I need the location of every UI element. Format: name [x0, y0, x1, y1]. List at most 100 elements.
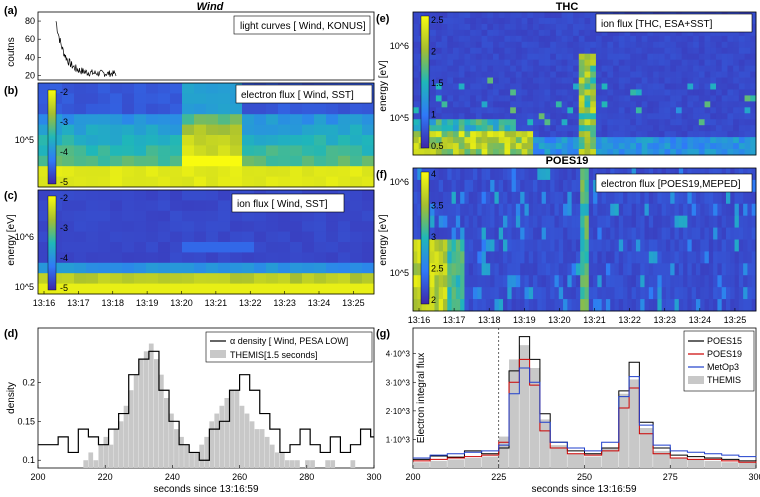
- panel-b-cell: [98, 103, 111, 115]
- panel-f-cell: [451, 251, 457, 264]
- panel-c-cell: [86, 190, 99, 201]
- panel-e-cell: [675, 137, 683, 144]
- panel-e-cell: [567, 107, 574, 114]
- panel-f-cell: [545, 251, 551, 264]
- panel-e-cell: [693, 29, 700, 37]
- panel-f-cell: [558, 179, 564, 193]
- panel-f-cell: [468, 168, 474, 181]
- panel-f-cell: [515, 227, 521, 240]
- panel-e-cell: [727, 137, 734, 144]
- panel-c-cell: [74, 252, 87, 264]
- panel-b-cell: [134, 176, 147, 188]
- panel-b-cell: [326, 145, 339, 157]
- panel-f-cell: [635, 251, 641, 264]
- panel-e-cell: [630, 77, 637, 84]
- panel-g-themis-bar: [509, 359, 519, 468]
- panel-d-themis-bar: [138, 359, 144, 468]
- panel-d-themis-bar: [169, 413, 174, 468]
- panel-e-cell: [453, 107, 460, 114]
- panel-e-cell: [498, 137, 505, 144]
- panel-e-cell: [715, 101, 723, 108]
- panel-f-cell: [700, 299, 705, 312]
- panel-e-cell: [567, 83, 574, 90]
- panel-f-cell: [541, 287, 547, 300]
- panel-e-cell: [681, 101, 688, 108]
- panel-e-cell: [453, 137, 460, 144]
- panel-e-cell: [475, 101, 482, 108]
- panel-f-cell: [678, 239, 684, 252]
- panel-e-cell: [555, 125, 563, 132]
- panel-f-cell: [571, 168, 577, 181]
- panel-e-cell: [567, 59, 574, 67]
- panel-e-cell: [595, 29, 603, 37]
- panel-e-cell: [544, 119, 551, 126]
- panel-f-cell: [507, 263, 513, 276]
- panel-e-cell: [544, 125, 551, 132]
- panel-c-legend: ion flux [ Wind, SST]: [237, 199, 328, 210]
- panel-e-cell: [710, 77, 717, 84]
- panel-e-cell: [607, 47, 614, 55]
- panel-e-cell: [704, 35, 711, 43]
- panel-f-cell: [468, 263, 474, 276]
- panel-f-cell: [605, 215, 611, 228]
- panel-c-cell: [170, 242, 183, 253]
- panel-f-cell: [443, 179, 448, 193]
- panel-b-cell: [146, 135, 159, 146]
- panel-f-cell: [494, 227, 500, 240]
- panel-f-cell: [528, 251, 534, 264]
- panel-e-cell: [413, 143, 420, 150]
- panel-f-cell: [503, 251, 508, 264]
- panel-f-cell: [653, 191, 658, 205]
- panel-e-cell: [527, 12, 534, 19]
- panel-f-colorbar-tick: 4: [431, 169, 436, 179]
- panel-e-cell: [538, 89, 545, 96]
- panel-e-cell: [578, 149, 585, 156]
- panel-b-cell: [182, 103, 195, 115]
- panel-c-cell: [170, 273, 183, 284]
- panel-e-cell: [510, 23, 517, 31]
- panel-e-cell: [738, 71, 745, 78]
- panel-f-cell: [464, 287, 470, 300]
- panel-e-cell: [630, 101, 637, 108]
- panel-f-cell: [721, 287, 727, 300]
- panel-e-heatmap: [413, 12, 757, 156]
- panel-c-cell: [230, 210, 243, 222]
- panel-f-cell: [430, 287, 435, 300]
- panel-f-cell: [533, 251, 538, 264]
- panel-e-cell: [521, 23, 528, 31]
- panel-e-cell: [561, 17, 568, 25]
- panel-b-cell: [38, 103, 51, 115]
- panel-e-cell: [550, 101, 557, 108]
- panel-e-cell: [538, 47, 545, 55]
- panel-e-cell: [550, 53, 557, 61]
- panel-f-cell: [721, 191, 727, 205]
- panel-f-cell: [717, 239, 723, 252]
- panel-e-cell: [698, 35, 705, 43]
- panel-e-cell: [550, 59, 557, 67]
- panel-f-cell: [691, 263, 697, 276]
- panel-e-cell: [647, 47, 654, 55]
- panel-e-cell: [493, 125, 500, 132]
- panel-f-cell: [687, 275, 693, 288]
- panel-e-cell: [658, 35, 665, 43]
- panel-e-cell: [538, 119, 545, 126]
- panel-e-cell: [744, 83, 751, 90]
- panel-f-cell: [661, 299, 667, 312]
- panel-e-cell: [715, 107, 723, 114]
- panel-e-cell: [573, 149, 580, 156]
- panel-e-cell: [613, 149, 620, 156]
- panel-f-cell: [528, 287, 534, 300]
- panel-c-cell: [122, 283, 135, 295]
- panel-c-cell: [194, 283, 207, 295]
- panel-d-themis-bar: [179, 436, 184, 468]
- panel-f-cell: [635, 239, 641, 252]
- panel-e-cell: [647, 41, 654, 49]
- panel-e-cell: [498, 59, 505, 67]
- panel-e-cell: [521, 59, 528, 67]
- panel-e-cell: [475, 29, 482, 37]
- panel-c-cell: [290, 273, 303, 284]
- panel-f-cell: [747, 263, 753, 276]
- panel-e-cell: [573, 17, 580, 25]
- panel-f-cell: [554, 227, 560, 240]
- panel-f-cell: [455, 203, 461, 217]
